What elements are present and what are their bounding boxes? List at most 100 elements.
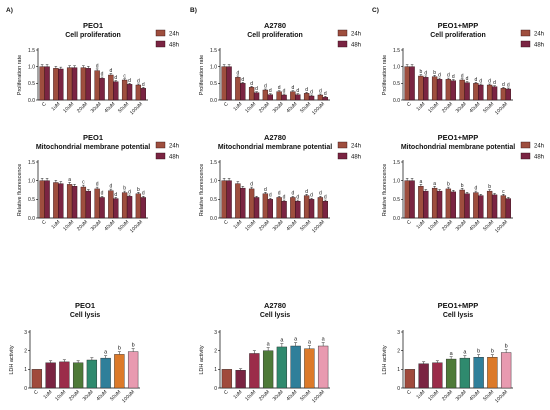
- x-tick-label: 10uM: [62, 219, 75, 232]
- bar-24h: [94, 188, 100, 219]
- y-tick-label: 1: [24, 367, 27, 373]
- bar-48h: [505, 88, 512, 101]
- bar-24h: [221, 66, 227, 101]
- y-tick-label: 0.0: [210, 216, 217, 222]
- significance-label: d: [310, 90, 313, 96]
- x-tick-label: 30uM: [455, 219, 468, 232]
- bar-48h: [450, 191, 457, 219]
- y-tick-label: 3: [214, 330, 217, 336]
- legend-label: 48h: [534, 43, 544, 49]
- bar-48h: [240, 83, 246, 101]
- legend-label: 24h: [169, 32, 179, 38]
- y-tick-label: 1.5: [210, 160, 217, 166]
- bar-48h: [44, 66, 50, 101]
- bar: [59, 361, 70, 389]
- significance-label: d: [101, 72, 104, 78]
- bar-24h: [135, 193, 142, 219]
- y-axis-label: Relative fluorescence: [199, 164, 205, 217]
- y-tick-label: 0.5: [28, 81, 35, 87]
- bar: [31, 369, 43, 389]
- x-tick-label: 10uM: [427, 101, 440, 114]
- bar-24h: [66, 67, 73, 101]
- y-tick-label: 0.0: [393, 98, 400, 104]
- legend-label: 24h: [351, 144, 361, 150]
- bar: [487, 357, 498, 389]
- x-tick-label: 30uM: [272, 101, 285, 114]
- significance-label: a: [450, 351, 454, 357]
- significance-label: d: [305, 87, 308, 93]
- chart-subtitle: Cell proliferation: [247, 32, 303, 39]
- bar-48h: [281, 94, 287, 101]
- x-tick-label: C: [406, 219, 413, 226]
- y-tick-label: 1: [397, 367, 400, 373]
- significance-label: a: [463, 350, 467, 356]
- chart-title: PEO1: [75, 301, 95, 310]
- bar-24h: [486, 190, 493, 219]
- significance-label: a: [294, 337, 298, 343]
- legend-label: 48h: [351, 43, 361, 49]
- bar: [127, 351, 139, 389]
- chart-title: A2780: [264, 133, 286, 142]
- chart-title: PEO1+MPP: [438, 133, 479, 142]
- legend-swatch-48h: [337, 152, 348, 160]
- bar-48h: [253, 92, 260, 101]
- x-tick-label: 10uM: [244, 389, 257, 402]
- x-tick-label: C: [33, 389, 40, 396]
- significance-label: d: [114, 192, 117, 198]
- chart-title: A2780: [264, 301, 286, 310]
- significance-label: a: [433, 181, 436, 187]
- x-tick-label: 10uM: [427, 219, 440, 232]
- x-tick-label: 100uM: [121, 389, 136, 404]
- bar-48h: [478, 195, 484, 219]
- x-tick-label: 100uM: [311, 389, 326, 404]
- y-axis-label: Relative fluorescence: [17, 164, 23, 217]
- x-tick-label: 40uM: [285, 389, 298, 402]
- chart-title: PEO1: [83, 133, 103, 142]
- significance-label: b: [132, 343, 135, 349]
- y-axis-label: LDH activity: [382, 345, 388, 375]
- x-tick-label: 30uM: [90, 219, 103, 232]
- chart-panel-a2: PEO1 Mitochondrial membrane potential 0.0 0…: [17, 133, 179, 234]
- significance-label: b: [419, 69, 422, 75]
- x-tick-label: 10uM: [62, 101, 75, 114]
- chart-panel-c2: PEO1+MPP Mitochondrial membrane potential…: [382, 133, 544, 234]
- y-axis-label: Proliferation rate: [382, 55, 388, 95]
- chart-subtitle: Cell lysis: [443, 312, 473, 319]
- bar-24h: [290, 91, 296, 101]
- x-tick-label: 1uM: [415, 389, 426, 400]
- significance-label: d: [142, 191, 145, 197]
- bar: [445, 358, 457, 389]
- bar-48h: [464, 193, 470, 219]
- bar-24h: [262, 89, 269, 101]
- x-tick-label: 100uM: [494, 219, 509, 234]
- bar-48h: [436, 79, 443, 101]
- x-tick-label: 10uM: [244, 219, 257, 232]
- significance-label: d: [128, 190, 131, 196]
- significance-label: d: [424, 70, 427, 76]
- x-tick-label: 10uM: [54, 389, 67, 402]
- panel-letter: C): [372, 7, 379, 14]
- significance-label: d: [447, 73, 450, 79]
- legend-label: 24h: [534, 32, 544, 38]
- x-tick-label: C: [406, 389, 413, 396]
- bar-24h: [66, 184, 73, 219]
- x-tick-label: 1uM: [415, 219, 426, 230]
- significance-label: d: [319, 191, 322, 197]
- bar-24h: [473, 192, 479, 219]
- x-tick-label: 20uM: [258, 389, 271, 402]
- significance-label: d: [278, 191, 281, 197]
- significance-label: b: [137, 187, 140, 193]
- chart-title: A2780: [264, 21, 286, 30]
- significance-label: d: [488, 79, 491, 85]
- chart-title: PEO1: [83, 21, 103, 30]
- bar: [262, 350, 274, 389]
- significance-label: d: [296, 195, 299, 201]
- bar: [72, 362, 84, 389]
- significance-label: b: [488, 184, 491, 190]
- bar-48h: [322, 97, 329, 101]
- bar-48h: [71, 67, 78, 101]
- y-tick-label: 1.0: [210, 64, 217, 70]
- y-tick-label: 0: [397, 386, 400, 392]
- bar-48h: [308, 95, 315, 101]
- legend-label: 48h: [534, 155, 544, 161]
